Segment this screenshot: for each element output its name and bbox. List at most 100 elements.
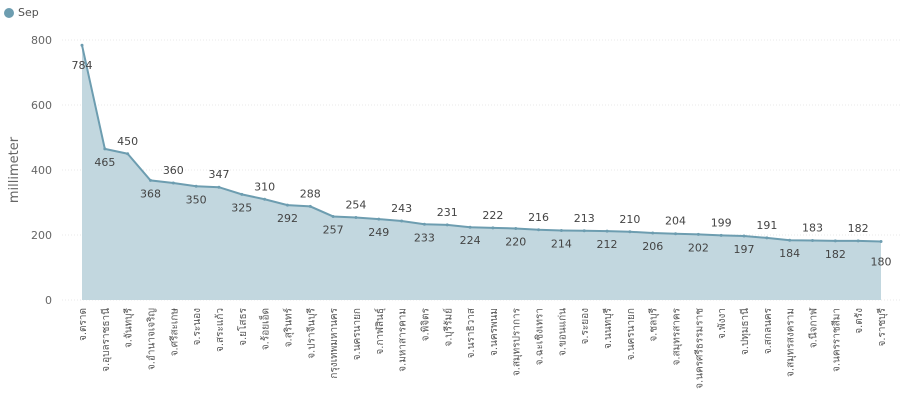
data-label: 182 [848,222,869,235]
data-point [491,226,495,230]
y-tick-label: 400 [31,164,52,177]
data-point [537,228,541,232]
area-fill [82,45,881,301]
data-label: 465 [94,156,115,169]
data-label: 212 [597,238,618,251]
data-label: 180 [871,256,892,269]
data-point [719,233,723,237]
x-tick-label: จ.ตราด [78,308,89,341]
data-point [126,152,130,156]
data-point [833,239,837,243]
x-tick-label: จ.นครราชสีมา [830,308,842,372]
y-tick-label: 800 [31,34,52,47]
data-point [582,229,586,233]
x-tick-label: จ.นครศรีธรรมราช [693,308,705,389]
data-label: 368 [140,187,161,200]
data-label: 233 [414,231,435,244]
data-point [217,185,221,189]
data-label: 224 [460,234,481,247]
data-point [194,184,198,188]
data-label: 784 [72,59,93,72]
data-point [308,204,312,208]
data-point [559,228,563,232]
x-tick-label: จ.ปราจีนบุรี [305,307,317,358]
data-label: 199 [711,216,732,229]
x-tick-label: จ.กาฬสินธุ์ [374,308,386,355]
y-tick-label: 200 [31,229,52,242]
x-tick-label: จ.พังงา [717,308,728,339]
x-tick-label: จ.พิจิตร [420,307,431,341]
data-point [788,238,792,242]
data-point [674,232,678,236]
x-tick-label: จ.อำนาจเจริญ [146,308,157,370]
data-label: 254 [345,198,366,211]
data-point [285,203,289,207]
x-tick-label: จ.สระแก้ว [214,308,226,352]
data-label: 231 [437,206,458,219]
x-tick-label: จ.นครนายก [626,308,637,360]
data-label: 292 [277,212,298,225]
x-tick-label: จ.ชลบุรี [648,307,660,341]
legend[interactable]: Sep [4,6,39,19]
x-tick-label: จ.ระยอง [580,308,591,345]
x-tick-label: จ.มหาสารคาม [398,308,409,372]
data-label: 325 [231,201,252,214]
data-label: 206 [642,240,663,253]
x-tick-label: จ.ราชบุรี [876,307,888,346]
data-point [263,197,267,201]
y-tick-label: 0 [45,294,52,307]
data-point [331,214,335,218]
data-point [422,222,426,226]
data-point [742,234,746,238]
data-point [765,236,769,240]
data-point [856,239,860,243]
x-tick-label: จ.ศรีสะเกษ [168,308,180,357]
legend-swatch [4,7,14,18]
data-point [811,239,815,243]
y-tick-label: 600 [31,99,52,112]
data-point [377,217,381,221]
x-tick-label: จ.สมุทรสาคร [672,307,683,365]
data-label: 216 [528,211,549,224]
x-tick-label: จ.นนทบุรี [602,307,614,349]
data-label: 202 [688,241,709,254]
data-point [651,231,655,235]
data-label: 222 [482,209,503,222]
data-point [103,147,107,151]
x-tick-label: จ.ฉะเชิงเทรา [535,308,546,365]
data-point [514,227,518,230]
x-tick-label: จ.ยโสธร [236,307,249,345]
data-label: 182 [825,248,846,261]
data-label: 210 [619,213,640,226]
data-point [628,230,632,234]
data-label: 257 [323,223,344,236]
data-label: 191 [756,219,777,232]
data-point [148,178,152,182]
data-point [400,219,404,223]
x-tick-label: จ.ปทุมธานี [739,308,751,355]
legend-label: Sep [18,6,39,19]
x-tick-label: กรุงเทพมหานคร [329,307,340,378]
series-line [81,44,882,243]
data-label: 204 [665,215,686,228]
data-point [354,215,358,219]
x-tick-label: จ.สุรินทร์ [282,307,294,347]
data-label: 214 [551,237,572,250]
x-tick-label: จ.นราธิวาส [466,308,477,358]
x-tick-label: จ.สมุทรปราการ [512,307,523,376]
data-point [879,240,883,243]
y-axis-title: millimeter [7,136,22,203]
data-label: 350 [186,193,207,206]
data-point [171,181,175,185]
data-label: 347 [208,168,229,181]
data-label: 360 [163,164,184,177]
x-tick-label: จ.นีจกาฬ [808,307,820,348]
data-label: 450 [117,135,138,148]
x-tick-label: จ.จันทบุรี [123,307,135,348]
data-label: 183 [802,222,823,235]
x-tick-label: จ.ตรัง [854,308,865,334]
data-label: 220 [505,236,526,249]
data-label: 243 [391,202,412,215]
